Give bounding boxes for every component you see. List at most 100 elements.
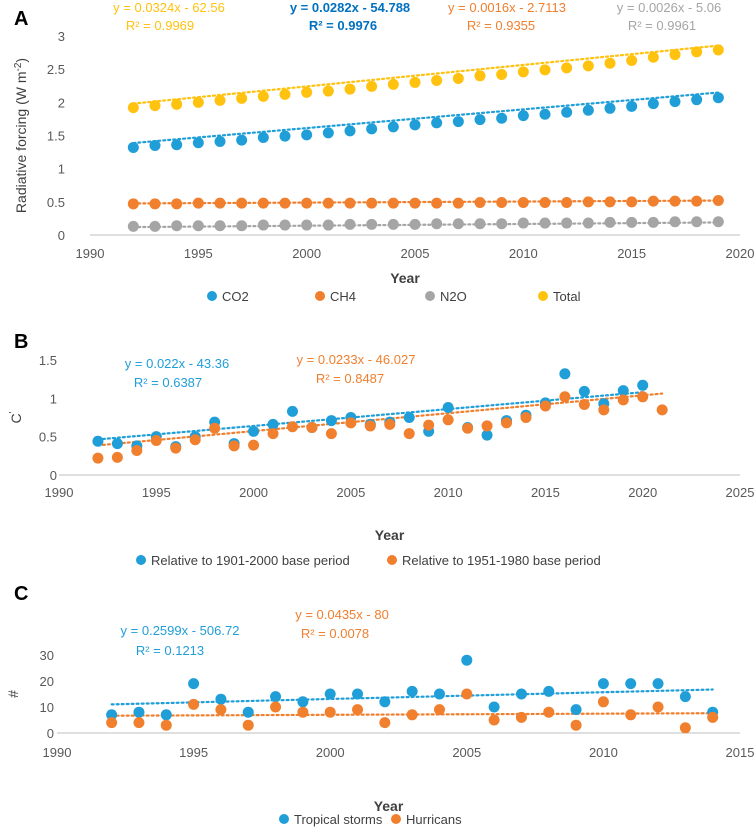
- y-axis-title-sup: ': [8, 411, 19, 413]
- data-point-n2o: [344, 218, 356, 230]
- data-point-relative-to-1951-1980-base-period: [364, 420, 376, 432]
- data-point-hurricans: [433, 704, 445, 716]
- data-point-co2: [322, 127, 334, 139]
- data-point-total: [127, 102, 139, 114]
- data-point-hurricans: [270, 701, 282, 713]
- y-axis-title-main: Radiative forcing (W m: [13, 71, 29, 213]
- y-tick-label: 0: [50, 468, 57, 483]
- data-point-n2o: [214, 220, 226, 232]
- data-point-total: [171, 98, 183, 110]
- data-point-ch4: [301, 197, 313, 209]
- x-tick-label: 1995: [184, 246, 213, 261]
- panel-letter: A: [14, 8, 28, 30]
- data-point-total: [474, 70, 486, 82]
- data-point-hurricans: [352, 704, 364, 716]
- data-point-relative-to-1951-1980-base-period: [92, 452, 104, 464]
- data-point-relative-to-1901-2000-base-period: [267, 418, 279, 430]
- data-point-ch4: [647, 195, 659, 207]
- data-point-co2: [626, 100, 638, 112]
- panel-letter: B: [14, 331, 28, 353]
- x-tick-label: 1995: [179, 745, 208, 760]
- y-axis-title-sup: -2: [13, 62, 24, 71]
- data-point-n2o: [669, 216, 681, 228]
- data-point-relative-to-1951-1980-base-period: [131, 444, 143, 456]
- data-point-relative-to-1951-1980-base-period: [384, 418, 396, 430]
- y-axis-title-main: C: [8, 413, 24, 423]
- data-point-tropical-storms: [188, 678, 200, 690]
- data-point-tropical-storms: [160, 709, 172, 721]
- y-tick-label: 1: [50, 391, 57, 406]
- x-tick-label: 2010: [509, 246, 538, 261]
- y-axis-title: #: [5, 690, 21, 698]
- data-point-ch4: [669, 195, 681, 207]
- data-point-relative-to-1901-2000-base-period: [559, 368, 571, 380]
- data-point-n2o: [279, 219, 291, 231]
- data-point-ch4: [149, 198, 161, 210]
- data-point-hurricans: [324, 706, 336, 718]
- data-point-relative-to-1901-2000-base-period: [111, 438, 123, 450]
- x-tick-label: 2020: [628, 485, 657, 500]
- data-point-relative-to-1951-1980-base-period: [539, 400, 551, 412]
- data-point-hurricans: [106, 717, 118, 729]
- data-point-ch4: [452, 197, 464, 209]
- data-point-relative-to-1901-2000-base-period: [481, 429, 493, 441]
- data-point-co2: [214, 135, 226, 147]
- data-point-n2o: [171, 220, 183, 232]
- data-point-relative-to-1951-1980-base-period: [403, 428, 415, 440]
- data-point-hurricans: [297, 706, 309, 718]
- trend-equation: y = 0.0026x - 5.06: [617, 0, 721, 15]
- data-point-relative-to-1901-2000-base-period: [286, 405, 298, 417]
- data-point-ch4: [257, 197, 269, 209]
- legend-label: Relative to 1901-2000 base period: [151, 553, 350, 568]
- panel-b: B 1990 1995 2000 2005 2010 2015 2020 2025 0 0.5 1 1.…: [8, 331, 754, 568]
- data-point-ch4: [539, 196, 551, 208]
- data-point-tropical-storms: [297, 696, 309, 708]
- legend-marker: [391, 814, 401, 824]
- data-point-total: [366, 80, 378, 92]
- legend-marker: [136, 555, 146, 565]
- data-point-co2: [431, 117, 443, 129]
- data-point-tropical-storms: [133, 706, 145, 718]
- data-point-total: [257, 90, 269, 102]
- legend-label: Hurricans: [406, 812, 462, 827]
- y-tick-label: 1: [58, 162, 65, 177]
- data-point-relative-to-1951-1980-base-period: [656, 404, 668, 416]
- trend-equation: y = 0.0282x - 54.788: [290, 0, 410, 15]
- data-point-tropical-storms: [242, 706, 254, 718]
- trend-r-squared: R² = 0.0078: [301, 626, 369, 641]
- trendline-ch4: [132, 199, 720, 205]
- y-tick-label: 20: [40, 674, 54, 689]
- data-point-total: [647, 51, 659, 63]
- data-point-hurricans: [597, 696, 609, 708]
- trend-r-squared: R² = 0.9976: [309, 18, 377, 33]
- trend-equation: y = 0.0435x - 80: [295, 607, 389, 622]
- data-point-hurricans: [707, 711, 719, 723]
- data-point-hurricans: [625, 709, 637, 721]
- legend-label: N2O: [440, 289, 467, 304]
- y-tick-label: 0: [47, 726, 54, 741]
- data-point-n2o: [496, 218, 508, 230]
- data-point-relative-to-1951-1980-base-period: [442, 414, 454, 426]
- data-point-co2: [301, 129, 313, 141]
- data-point-tropical-storms: [570, 704, 582, 716]
- data-point-n2o: [387, 218, 399, 230]
- data-point-total: [712, 44, 724, 56]
- data-point-relative-to-1951-1980-base-period: [559, 391, 571, 403]
- data-point-ch4: [344, 197, 356, 209]
- data-point-total: [149, 100, 161, 112]
- legend-marker: [207, 291, 217, 301]
- y-tick-label: 0.5: [39, 430, 57, 445]
- data-point-n2o: [474, 218, 486, 230]
- data-point-relative-to-1951-1980-base-period: [345, 417, 357, 429]
- data-point-co2: [669, 96, 681, 108]
- x-tick-label: 2005: [401, 246, 430, 261]
- trend-r-squared: R² = 0.6387: [134, 375, 202, 390]
- data-point-total: [669, 49, 681, 61]
- x-tick-label: 2005: [336, 485, 365, 500]
- data-point-n2o: [517, 217, 529, 229]
- y-tick-label: 1.5: [39, 353, 57, 368]
- data-point-ch4: [561, 196, 573, 208]
- data-point-relative-to-1901-2000-base-period: [403, 412, 415, 423]
- data-point-n2o: [301, 219, 313, 231]
- data-point-ch4: [387, 197, 399, 209]
